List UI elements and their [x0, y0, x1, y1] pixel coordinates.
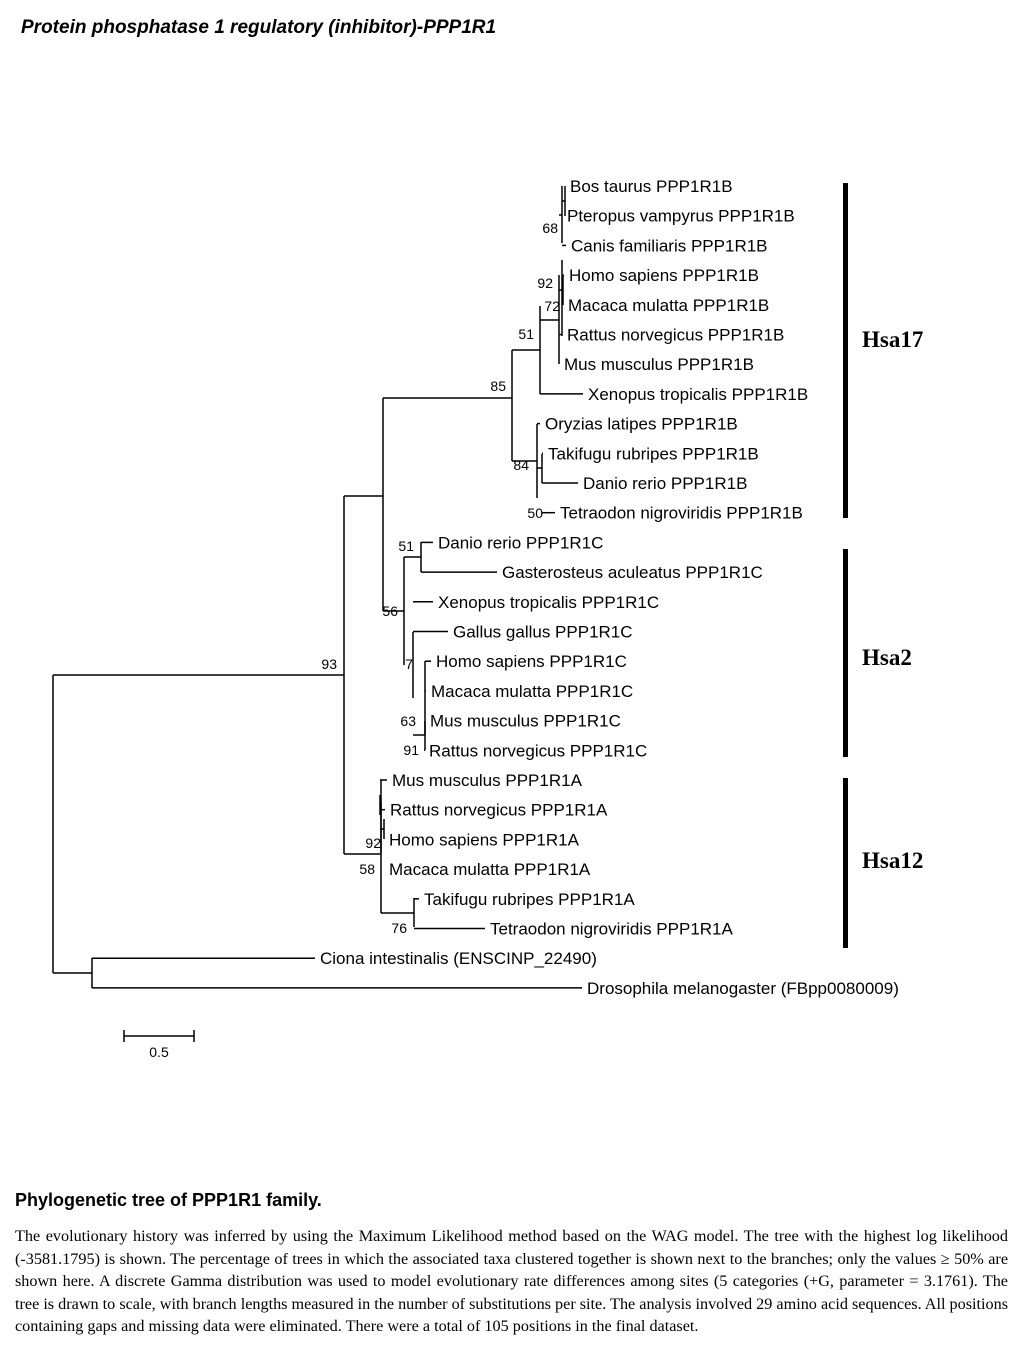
taxon-label: Takifugu rubripes PPP1R1A	[424, 890, 635, 909]
bootstrap-value: 72	[544, 298, 560, 314]
taxon-label: Mus musculus PPP1R1C	[430, 712, 621, 731]
bootstrap-value: 51	[398, 538, 414, 554]
page-title: Protein phosphatase 1 regulatory (inhibi…	[21, 17, 497, 38]
taxon-label: Bos taurus PPP1R1B	[570, 177, 733, 196]
taxon-label: Pteropus vampyrus PPP1R1B	[567, 207, 795, 226]
taxon-label: Danio rerio PPP1R1C	[438, 533, 603, 552]
bootstrap-value: 7	[405, 656, 413, 672]
bootstrap-value: 51	[518, 326, 534, 342]
taxon-label: Rattus norvegicus PPP1R1C	[429, 741, 647, 760]
tree-branches	[52, 186, 583, 989]
taxon-label: Tetraodon nigroviridis PPP1R1B	[560, 504, 803, 523]
bootstrap-value: 50	[527, 505, 543, 521]
bootstrap-value: 56	[382, 603, 398, 619]
group-bar	[843, 549, 848, 757]
taxon-label: Homo sapiens PPP1R1A	[389, 830, 580, 849]
taxon-label: Danio rerio PPP1R1B	[583, 474, 747, 493]
group-bars: Hsa17 Hsa2 Hsa12	[843, 183, 923, 948]
taxon-label: Homo sapiens PPP1R1B	[569, 266, 759, 285]
group-label: Hsa17	[862, 327, 923, 352]
bootstrap-value: 92	[537, 275, 553, 291]
taxon-label: Xenopus tropicalis PPP1R1B	[588, 385, 808, 404]
taxon-label: Oryzias latipes PPP1R1B	[545, 415, 738, 434]
taxon-label: Ciona intestinalis (ENSCINP_22490)	[320, 949, 597, 968]
bootstrap-value: 58	[359, 861, 375, 877]
taxon-label: Tetraodon nigroviridis PPP1R1A	[490, 920, 734, 939]
bootstrap-value: 76	[391, 920, 407, 936]
taxon-label: Gasterosteus aculeatus PPP1R1C	[502, 563, 763, 582]
bootstrap-value: 63	[400, 713, 416, 729]
group-bar	[843, 778, 848, 948]
bootstrap-value: 68	[542, 220, 558, 236]
scale-bar: 0.5	[123, 1030, 195, 1060]
scale-bar-label: 0.5	[149, 1044, 169, 1060]
phylogenetic-tree: Bos taurus PPP1R1B Pteropus vampyrus PPP1…	[52, 177, 923, 1060]
group-bar	[843, 183, 848, 518]
taxon-label: Homo sapiens PPP1R1C	[436, 652, 627, 671]
taxon-label: Macaca mulatta PPP1R1C	[431, 682, 633, 701]
taxon-label: Xenopus tropicalis PPP1R1C	[438, 593, 659, 612]
caption-title: Phylogenetic tree of PPP1R1 family.	[15, 1190, 322, 1210]
taxon-label: Takifugu rubripes PPP1R1B	[548, 444, 759, 463]
bootstrap-labels: 68 92 72 51 85 84 50 51 56 93 7 63 91 92 58 76	[321, 220, 560, 936]
taxon-labels: Bos taurus PPP1R1B Pteropus vampyrus PPP1…	[320, 177, 899, 998]
bootstrap-value: 93	[321, 656, 337, 672]
taxon-label: Macaca mulatta PPP1R1B	[568, 296, 769, 315]
taxon-label: Mus musculus PPP1R1A	[392, 771, 583, 790]
taxon-label: Gallus gallus PPP1R1C	[453, 623, 633, 642]
taxon-label: Rattus norvegicus PPP1R1B	[567, 326, 784, 345]
bootstrap-value: 85	[490, 378, 506, 394]
caption-body: The evolutionary history was inferred by…	[15, 1227, 1008, 1335]
group-label: Hsa2	[862, 645, 912, 670]
taxon-label: Mus musculus PPP1R1B	[564, 355, 754, 374]
taxon-label: Drosophila melanogaster (FBpp0080009)	[587, 979, 899, 998]
taxon-label: Macaca mulatta PPP1R1A	[389, 860, 591, 879]
bootstrap-value: 84	[513, 457, 529, 473]
bootstrap-value: 91	[403, 742, 419, 758]
taxon-label: Canis familiaris PPP1R1B	[571, 236, 768, 255]
group-label: Hsa12	[862, 848, 923, 873]
taxon-label: Rattus norvegicus PPP1R1A	[390, 801, 608, 820]
bootstrap-value: 92	[365, 835, 381, 851]
